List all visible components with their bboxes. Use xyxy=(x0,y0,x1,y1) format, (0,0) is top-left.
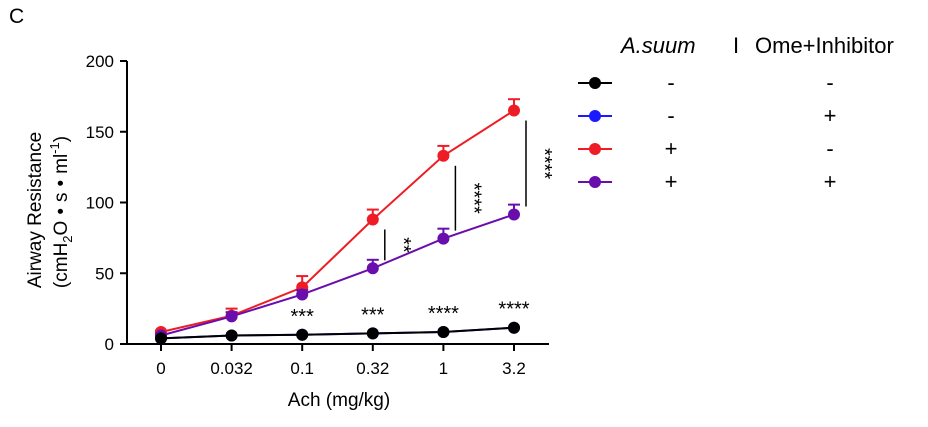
y-tick-label: 0 xyxy=(105,335,114,354)
significance-stars: ** xyxy=(392,237,414,253)
legend-header-ome-inhibitor: Ome+Inhibitor xyxy=(755,33,894,58)
series-line xyxy=(160,109,515,333)
y-axis-label-line2: (cmH2O • s • ml-1) xyxy=(47,136,75,288)
legend-ome-inhibitor-value: + xyxy=(824,103,837,128)
y-unit-h2-subscript: 2 xyxy=(60,235,75,242)
series-line xyxy=(160,213,515,337)
chart-annotations: *** *** **** ************** xyxy=(291,120,555,328)
legend-marker xyxy=(589,176,601,188)
significance-stars: **** xyxy=(462,183,484,214)
data-point xyxy=(508,104,520,117)
data-point xyxy=(296,288,309,301)
legend-asuum-value: + xyxy=(665,169,678,194)
x-tick-label: 0.032 xyxy=(210,359,253,378)
y-tick-label: 150 xyxy=(86,123,114,142)
series-control xyxy=(155,321,520,345)
legend-marker xyxy=(589,77,601,89)
legend-ome-inhibitor-value: + xyxy=(824,169,837,194)
x-axis-label: Ach (mg/kg) xyxy=(288,390,390,411)
legend-row-ome-inhibitor: - + xyxy=(578,103,836,128)
y-unit-bullet-2: • xyxy=(51,180,72,187)
x-tick-label: 3.2 xyxy=(502,359,526,378)
data-point xyxy=(508,321,520,334)
legend-row-control: -- xyxy=(578,70,834,95)
data-point xyxy=(296,328,309,341)
y-unit-o: O xyxy=(51,221,72,236)
significance-stars: **** xyxy=(533,148,555,179)
legend-row-asuum: + - xyxy=(578,136,834,161)
y-unit-open: (cmH xyxy=(51,243,72,288)
legend: A.suum I Ome+Inhibitor - -- ++ -+ + xyxy=(578,33,894,194)
data-point xyxy=(225,310,238,323)
series-ome-inhibitor xyxy=(155,321,520,345)
panel-label: C xyxy=(9,5,24,28)
y-tick-label: 200 xyxy=(86,52,114,71)
y-unit-s: s xyxy=(51,193,72,203)
data-point xyxy=(508,208,520,221)
data-point xyxy=(366,213,379,226)
x-tick-label: 0 xyxy=(156,359,165,378)
data-point xyxy=(437,325,450,338)
legend-ome-inhibitor-value: - xyxy=(826,70,833,95)
y-unit-bullet-1: • xyxy=(51,208,72,215)
legend-marker xyxy=(589,110,601,122)
legend-rows: - -- ++ -+ + xyxy=(578,70,836,194)
data-point xyxy=(225,329,238,342)
y-unit-close: ) xyxy=(51,136,72,142)
chart-marks xyxy=(155,98,520,345)
legend-ome-inhibitor-value: - xyxy=(826,136,833,161)
y-tick-label: 50 xyxy=(95,264,114,283)
y-axis-label-line1: Airway Resistance xyxy=(25,132,46,288)
series-line xyxy=(160,326,515,340)
significance-stars: *** xyxy=(361,304,385,326)
y-tick-label: 100 xyxy=(86,194,114,213)
data-point xyxy=(366,327,379,340)
chart-axes: 0 50 100 150 200 0 0.032 0.1 0.32 1 3.2 xyxy=(86,52,549,378)
legend-row-asuum-ome-inhibitor: + + xyxy=(578,169,836,194)
x-tick-label: 0.32 xyxy=(356,359,389,378)
y-unit-superscript: -1 xyxy=(47,142,62,154)
significance-stars: **** xyxy=(498,299,529,321)
x-tick-label: 1 xyxy=(439,359,448,378)
legend-marker xyxy=(589,143,601,155)
legend-header-asuum: A.suum xyxy=(619,33,696,58)
legend-header-separator: I xyxy=(733,33,739,58)
data-point xyxy=(366,262,379,275)
y-unit-ml: ml xyxy=(51,154,72,174)
legend-asuum-value: - xyxy=(667,70,674,95)
significance-stars: **** xyxy=(428,303,459,325)
x-tick-label: 0.1 xyxy=(290,359,314,378)
legend-asuum-value: - xyxy=(667,103,674,128)
legend-asuum-value: + xyxy=(665,136,678,161)
data-point xyxy=(437,232,450,245)
significance-stars: *** xyxy=(291,306,315,328)
series-asuum xyxy=(155,98,520,338)
data-point xyxy=(437,149,450,162)
data-point xyxy=(155,332,167,345)
